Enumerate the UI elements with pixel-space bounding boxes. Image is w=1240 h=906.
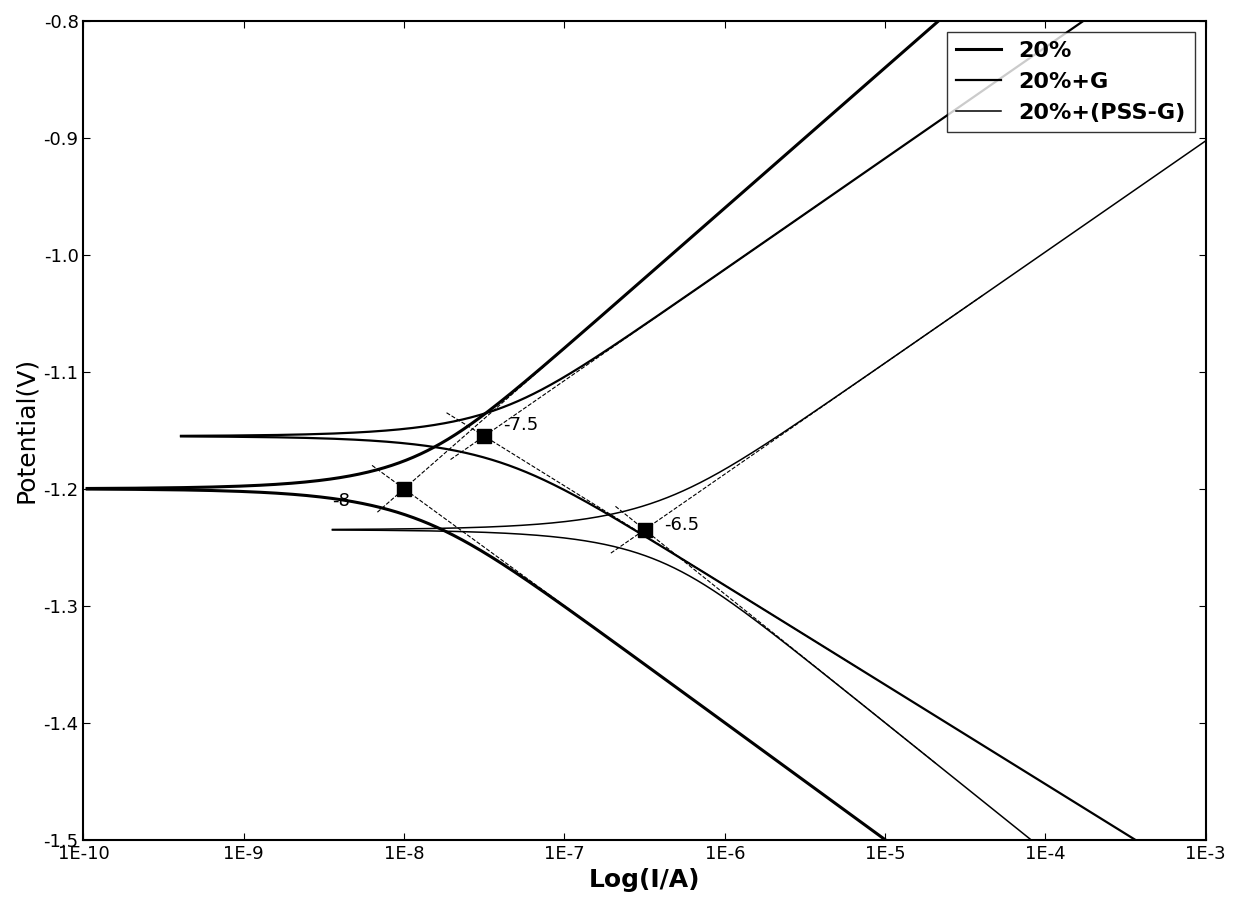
Text: -7.5: -7.5 (503, 416, 538, 434)
Y-axis label: Potential(V): Potential(V) (14, 357, 38, 504)
20%+(PSS-G) (1161, 161, 1176, 172)
20%+G (1053, 32, 1068, 43)
20%+G (174, 430, 188, 441)
Text: -8: -8 (332, 492, 350, 510)
20%+G (627, 325, 642, 336)
20% (744, 179, 759, 190)
20% (766, 160, 781, 171)
20%+(PSS-G) (1085, 214, 1100, 225)
20% (931, 15, 946, 26)
20%+(PSS-G) (1198, 136, 1213, 147)
20%+(PSS-G) (1058, 233, 1073, 244)
20% (805, 126, 820, 137)
Line: 20%+G: 20%+G (181, 21, 1084, 436)
20%+(PSS-G) (325, 524, 340, 535)
Line: 20%: 20% (87, 21, 939, 488)
20% (539, 358, 554, 369)
20%+(PSS-G) (986, 283, 1001, 294)
X-axis label: Log(I/A): Log(I/A) (589, 868, 701, 892)
20% (348, 469, 363, 480)
Text: -6.5: -6.5 (663, 516, 699, 534)
20%+G (1076, 15, 1091, 26)
20% (79, 483, 94, 494)
20%+(PSS-G) (993, 278, 1008, 289)
20%+(PSS-G) (769, 432, 784, 443)
20% (719, 201, 734, 212)
20%+G (972, 88, 987, 99)
20%+G (455, 414, 470, 425)
Line: 20%+(PSS-G): 20%+(PSS-G) (332, 141, 1205, 529)
Legend: 20%, 20%+G, 20%+(PSS-G): 20%, 20%+G, 20%+(PSS-G) (947, 32, 1194, 132)
20%+G (921, 122, 936, 133)
20%+G (621, 330, 636, 341)
